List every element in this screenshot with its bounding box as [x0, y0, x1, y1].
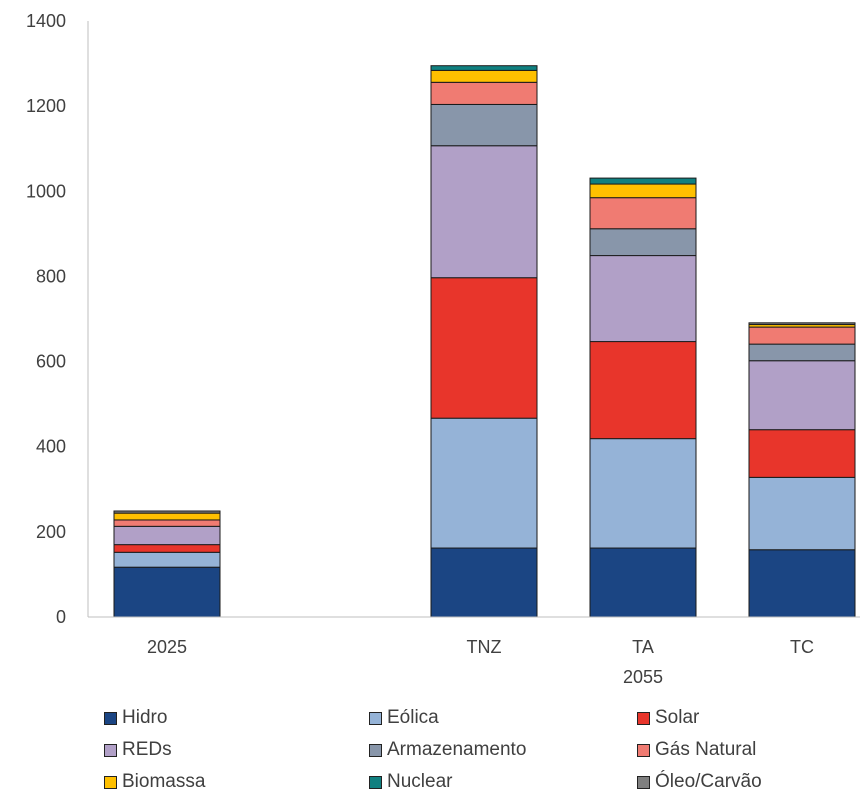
legend-item: REDs — [104, 736, 369, 764]
bar-segment — [113, 566, 221, 618]
legend-label: Óleo/Carvão — [655, 771, 762, 792]
y-tick-label: 0 — [56, 607, 66, 627]
x-tick-label: TNZ — [467, 637, 502, 657]
legend-item: Gás Natural — [637, 736, 844, 764]
legend-item: Eólica — [369, 704, 637, 732]
y-tick-label: 600 — [36, 352, 66, 372]
y-tick-label: 800 — [36, 266, 66, 286]
legend-label: Biomassa — [122, 771, 206, 792]
bar-segment — [589, 197, 697, 230]
bar-segment — [748, 326, 856, 345]
legend-swatch — [369, 775, 382, 789]
legend-swatch — [369, 743, 382, 757]
bar-segment — [113, 544, 221, 553]
legend-item: Armazenamento — [369, 736, 637, 764]
bar-segment — [430, 547, 538, 618]
legend-label: Armazenamento — [387, 739, 527, 760]
y-tick-labels: 0 200 400 600 800 1000 1200 1400 — [26, 11, 66, 627]
y-tick-label: 400 — [36, 437, 66, 457]
legend-label: Gás Natural — [655, 739, 757, 760]
bar-segment — [430, 65, 538, 71]
bar-segment — [748, 476, 856, 551]
bar-segment — [589, 228, 697, 257]
legend-swatch — [637, 711, 650, 725]
bar-segment — [748, 549, 856, 618]
bar-segment — [589, 183, 697, 199]
legend-item: Biomassa — [104, 768, 369, 796]
bar-segment — [430, 81, 538, 105]
legend-item: Solar — [637, 704, 844, 732]
legend-item: Hidro — [104, 704, 369, 732]
bar-segment — [113, 512, 221, 521]
legend-label: Eólica — [387, 707, 439, 728]
bars-layer — [113, 65, 856, 618]
legend-label: Hidro — [122, 707, 168, 728]
bar-segment — [113, 510, 221, 514]
bar-segment — [589, 438, 697, 549]
legend-label: REDs — [122, 739, 172, 760]
y-tick-label: 1000 — [26, 181, 66, 201]
x-tick-labels: 2025 TNZ TA TC — [147, 637, 814, 657]
legend-swatch — [637, 743, 650, 757]
legend-label: Nuclear — [387, 771, 453, 792]
bar-segment — [748, 322, 856, 326]
bar-segment — [430, 69, 538, 83]
legend-swatch — [637, 775, 650, 789]
legend-item: Óleo/Carvão — [637, 768, 844, 796]
bar-segment — [748, 360, 856, 431]
bar-segment — [113, 525, 221, 546]
legend-label: Solar — [655, 707, 700, 728]
bar-segment — [589, 341, 697, 440]
x-group-labels: 2055 — [623, 667, 663, 687]
bar-segment — [589, 177, 697, 185]
bar-segment — [430, 103, 538, 147]
y-tick-label: 1400 — [26, 11, 66, 31]
bar-segment — [589, 255, 697, 343]
legend-swatch — [369, 711, 382, 725]
legend-item: Nuclear — [369, 768, 637, 796]
legend-swatch — [104, 743, 117, 757]
bar-segment — [748, 429, 856, 478]
bar-segment — [748, 343, 856, 362]
bar-segment — [430, 145, 538, 279]
y-tick-label: 200 — [36, 522, 66, 542]
x-tick-label: TA — [632, 637, 654, 657]
legend-swatch — [104, 775, 117, 789]
bar-segment — [430, 417, 538, 549]
y-tick-label: 1200 — [26, 96, 66, 116]
legend: Hidro Eólica Solar REDs Armazenamento Gás Nat… — [104, 704, 844, 796]
stacked-bar-chart: 0 200 400 600 800 1000 1200 1400 2025 TNZ TA TC 20… — [26, 11, 860, 687]
x-tick-label: 2025 — [147, 637, 187, 657]
bar-segment — [113, 519, 221, 527]
bar-segment — [113, 551, 221, 568]
legend-swatch — [104, 711, 117, 725]
bar-segment — [430, 277, 538, 419]
x-group-label: 2055 — [623, 667, 663, 687]
bar-segment — [589, 547, 697, 618]
x-tick-label: TC — [790, 637, 814, 657]
